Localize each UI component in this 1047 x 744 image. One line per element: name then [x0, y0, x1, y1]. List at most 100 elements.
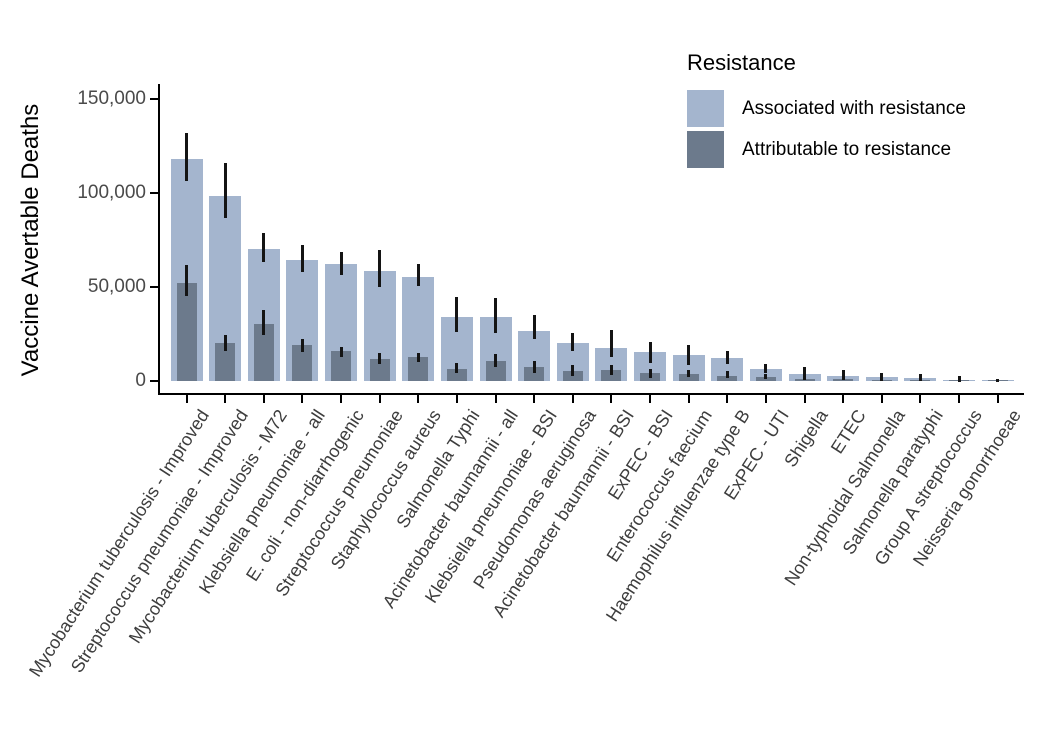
x-tick [262, 395, 265, 403]
error-bar-associated [957, 376, 961, 381]
bar-attributable [678, 374, 699, 381]
legend-item: Associated with resistance [687, 90, 966, 127]
error-bar-attributable [185, 265, 188, 297]
y-tick [150, 192, 158, 194]
error-bar-attributable [725, 371, 729, 378]
bar-attributable [562, 371, 583, 381]
y-tick [150, 380, 158, 382]
error-bar-attributable [764, 374, 768, 379]
error-bar-associated [880, 373, 884, 380]
error-bar-attributable [957, 380, 961, 383]
x-tick [610, 395, 613, 403]
x-tick-label: Mycobacterium tuberculosis - M72 [124, 406, 291, 647]
error-bar-attributable [687, 369, 691, 378]
legend: Resistance Associated with resistance Att… [687, 50, 966, 172]
legend-swatch-associated [687, 90, 724, 127]
legend-swatch-attributable [687, 131, 724, 168]
x-tick [764, 395, 767, 403]
x-tick [919, 395, 922, 403]
legend-item: Attributable to resistance [687, 131, 966, 168]
error-bar-attributable [300, 338, 304, 352]
error-bar-attributable [918, 379, 922, 382]
x-tick [996, 395, 999, 403]
y-tick-label: 150,000 [77, 88, 146, 109]
x-tick [880, 395, 883, 403]
bar-attributable [446, 369, 467, 381]
x-tick [301, 395, 304, 403]
error-bar-associated [764, 364, 768, 374]
error-bar-associated [455, 296, 459, 332]
legend-item-label: Attributable to resistance [742, 138, 952, 160]
legend-items: Associated with resistance Attributable t… [687, 90, 966, 168]
error-bar-attributable [416, 352, 420, 362]
error-bar-associated [339, 252, 343, 275]
x-tick [687, 395, 690, 403]
error-bar-associated [416, 263, 420, 287]
error-bar-associated [185, 133, 188, 181]
bar-attributable [253, 323, 274, 381]
error-bar-associated [300, 244, 304, 272]
y-tick [150, 286, 158, 288]
error-bar-associated [378, 250, 382, 287]
error-bar-attributable [648, 368, 652, 378]
bar-attributable [485, 361, 506, 381]
legend-item-label: Associated with resistance [742, 97, 966, 119]
error-bar-associated [609, 330, 613, 357]
x-tick [378, 395, 381, 403]
error-bar-attributable [996, 380, 1000, 383]
error-bar-attributable [880, 378, 884, 381]
error-bar-attributable [223, 334, 227, 351]
x-axis-line [158, 393, 1024, 395]
bar-attributable [524, 366, 545, 381]
error-bar-attributable [609, 365, 613, 375]
bar-attributable [292, 345, 313, 381]
bar-attributable [408, 356, 429, 381]
error-bar-attributable [803, 376, 807, 381]
error-bar-associated [532, 315, 536, 340]
bar-attributable [717, 375, 738, 381]
error-bar-associated [687, 345, 691, 365]
legend-title: Resistance [687, 50, 796, 75]
error-bar-attributable [571, 365, 575, 376]
y-tick-label: 100,000 [77, 182, 146, 203]
error-bar-attributable [378, 353, 382, 365]
bar-attributable [331, 350, 352, 381]
x-tick [224, 395, 227, 403]
error-bar-attributable [494, 353, 498, 368]
error-bar-attributable [262, 309, 266, 335]
error-bar-associated [918, 374, 922, 380]
y-axis-title: Vaccine Avertable Deaths [17, 103, 44, 377]
error-bar-associated [494, 298, 498, 333]
y-tick-label: 50,000 [87, 276, 146, 297]
error-bar-attributable [532, 360, 536, 373]
error-bar-associated [725, 350, 729, 365]
y-tick-label: 0 [135, 370, 146, 391]
y-axis-line [158, 84, 160, 395]
error-bar-associated [841, 370, 845, 379]
error-bar-associated [571, 332, 575, 351]
x-tick [417, 395, 420, 403]
x-tick [533, 395, 536, 403]
x-tick [455, 395, 458, 403]
error-bar-attributable [841, 377, 845, 381]
x-tick [649, 395, 652, 403]
bar-attributable [215, 343, 236, 381]
bar-attributable [369, 359, 390, 381]
error-bar-attributable [339, 346, 343, 357]
x-tick [185, 395, 188, 403]
error-bar-associated [803, 367, 807, 378]
error-bar-associated [262, 233, 266, 262]
x-tick [958, 395, 961, 403]
bar-attributable [176, 283, 197, 381]
x-tick [571, 395, 574, 403]
x-tick [340, 395, 343, 403]
error-bar-associated [648, 341, 652, 363]
x-tick [494, 395, 497, 403]
x-tick [803, 395, 806, 403]
x-tick [842, 395, 845, 403]
error-bar-associated [223, 163, 227, 219]
bar-attributable [601, 369, 622, 381]
bar-associated [711, 357, 744, 381]
error-bar-attributable [455, 363, 459, 374]
